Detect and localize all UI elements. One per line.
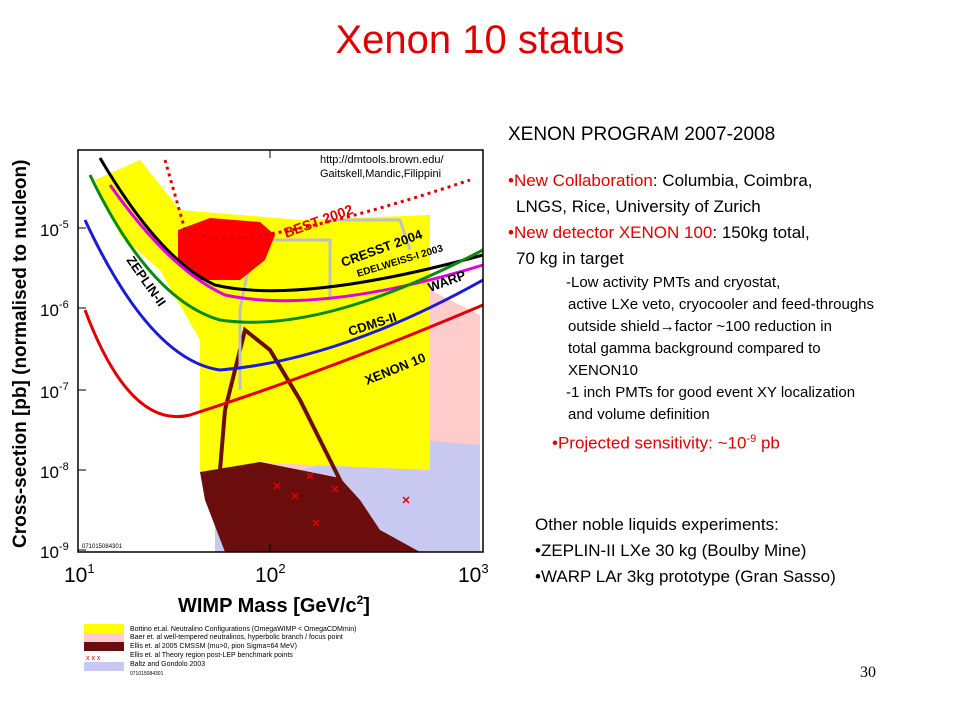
svg-text:10-5: 10-5 [40,219,69,240]
svg-text:10-8: 10-8 [40,461,69,482]
bullet-collaboration: •New Collaboration: Columbia, Coimbra, [508,171,813,190]
post-lep-markers [273,472,410,527]
legend-swatch-baltz [84,662,124,671]
magenta-curve [108,184,484,303]
legend-swatch-ellis [84,642,124,651]
sub2-line2: and volume definition [568,406,710,423]
page-number: 30 [860,664,876,681]
credit-line2: Gaitskell,Mandic,Filippini [320,168,441,180]
projected-sensitivity: •Projected sensitivity: ~10-9 pb [552,433,780,453]
sub2-line1: -1 inch PMTs for good event XY localizat… [566,384,856,401]
svg-text:10-6: 10-6 [40,299,69,320]
legend-plot-id: 071015084301 [130,671,164,677]
svg-text:10-7: 10-7 [40,381,69,402]
slide-title: Xenon 10 status [335,18,625,62]
sub1-line4: total gamma background compared to [568,340,821,357]
svg-text:103: 103 [458,561,489,587]
best-dotted-curve [163,159,471,240]
xenon-curve [83,303,484,419]
bullet-collaboration-line2: LNGS, Rice, University of Zurich [516,197,761,216]
program-heading: XENON PROGRAM 2007-2008 [508,124,776,145]
legend-text-bottino: Bottino et.al. Neutralino Configurations… [130,626,357,633]
svg-text:102: 102 [255,561,286,587]
legend-swatch-bottino [84,624,124,633]
y-axis-label: Cross-section [pb] (normalised to nucleo… [10,160,31,548]
sub1-line5: XENON10 [568,362,639,379]
legend-text-baltz: Baltz and Gondolo 2003 [130,661,205,668]
svg-text:10-9: 10-9 [40,541,69,562]
x-axis-label: WIMP Mass [GeV/c2] [178,593,370,617]
ellis-line [223,326,347,491]
plot-legend: x x x Bottino et.al. Neutralino Configur… [84,624,357,677]
exclusion-plot: http://dmtools.brown.edu/ Gaitskell,Mand… [10,149,489,617]
legend-text-baer: Baer et. al well-tempered neutralinos, h… [130,634,343,641]
credit-line1: http://dmtools.brown.edu/ [320,154,444,166]
legend-text-ellis-theory: Ellis et. al Theory region post-LEP benc… [130,652,293,659]
other-heading: Other noble liquids experiments: [535,515,779,534]
bullet-detector: •New detector XENON 100: 150kg total, [508,223,810,242]
legend-marker-ellis-theory: x x x [86,655,101,662]
other-item-warp: •WARP LAr 3kg prototype (Gran Sasso) [535,567,836,586]
other-item-zeplin: •ZEPLIN-II LXe 30 kg (Boulby Mine) [535,541,807,560]
zeplin-curve [88,174,484,324]
program-text: XENON PROGRAM 2007-2008 •New Collaborati… [508,124,953,457]
best-blob [178,218,275,280]
sub1-line2: active LXe veto, cryocooler and feed-thr… [568,296,875,313]
plot-id: 071015084301 [82,544,123,550]
other-experiments: Other noble liquids experiments: •ZEPLIN… [535,512,836,590]
legend-swatch-baer [84,633,124,642]
sub1-line1: -Low activity PMTs and cryostat, [566,274,781,291]
bullet-detector-line2: 70 kg in target [516,249,624,268]
y-tick-labels: 10-5 10-6 10-7 10-8 10-9 [40,219,69,562]
arrow-icon: → [659,318,675,335]
ellis-cmssm-region [200,462,420,552]
x-tick-labels: 101 102 103 [64,561,489,587]
sub1-line3: outside shield→factor ~100 reduction in [568,318,832,335]
legend-text-ellis: Ellis et. al 2005 CMSSM (mu>0, pion Sigm… [130,643,297,650]
svg-text:101: 101 [64,561,95,587]
cdms-curve [83,219,484,372]
cresst-curve [98,157,484,293]
